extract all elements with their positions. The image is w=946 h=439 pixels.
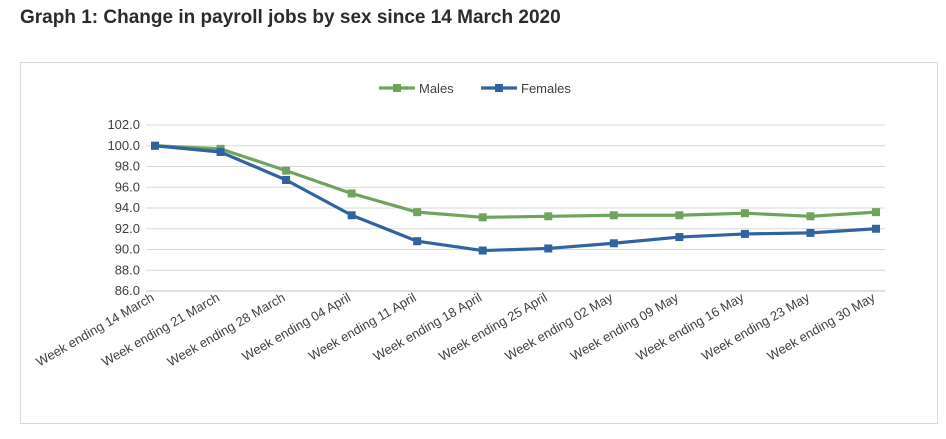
data-point-marker: [282, 175, 291, 184]
data-point-marker: [609, 239, 618, 248]
data-point-marker: [740, 229, 749, 238]
x-tick-label: Week ending 25 April: [436, 290, 550, 364]
data-point-marker: [151, 141, 159, 150]
legend-item: Females: [481, 81, 571, 96]
series-lines: [151, 141, 880, 255]
y-axis-ticks: 102.0 100.0 98.0 96.0 94.0 92.0 90.0 88.0 86.0: [107, 117, 140, 298]
data-point-marker: [413, 208, 422, 217]
y-tick-label: 94.0: [115, 200, 140, 215]
x-tick-label: Week ending 16 May: [633, 289, 746, 363]
data-point-marker: [675, 233, 684, 242]
y-tick-label: 102.0: [107, 117, 140, 132]
x-tick-label: Week ending 02 May: [502, 289, 615, 363]
data-point-marker: [806, 228, 815, 237]
data-point-marker: [872, 224, 880, 233]
data-point-marker: [347, 189, 356, 198]
line-chart: 102.0 100.0 98.0 96.0 94.0 92.0 90.0 88.0 86.0 W…: [33, 81, 885, 369]
x-tick-label: Week ending 14 March: [33, 290, 156, 370]
x-tick-label: Week ending 09 May: [568, 289, 681, 363]
legend: Males Females: [379, 81, 571, 96]
x-tick-label: Week ending 04 April: [239, 290, 353, 364]
series-line: [154, 144, 877, 253]
y-tick-label: 88.0: [115, 262, 140, 277]
data-point-marker: [544, 244, 553, 253]
data-point-marker: [675, 211, 684, 220]
series-males: [151, 141, 880, 222]
data-point-marker: [478, 213, 487, 222]
y-tick-label: 100.0: [107, 138, 140, 153]
legend-label: Males: [419, 81, 454, 96]
data-point-marker: [282, 166, 291, 175]
data-point-marker: [609, 211, 618, 220]
x-tick-label: Week ending 18 April: [371, 290, 485, 364]
x-tick-label: Week ending 30 May: [764, 289, 877, 363]
y-tick-label: 92.0: [115, 221, 140, 236]
series-line: [154, 144, 877, 219]
data-point-marker: [413, 237, 422, 246]
data-point-marker: [216, 147, 225, 156]
x-tick-label: Week ending 21 March: [99, 290, 222, 370]
data-point-marker: [872, 208, 880, 217]
page-title: Graph 1: Change in payroll jobs by sex s…: [20, 7, 561, 28]
y-tick-label: 96.0: [115, 179, 140, 194]
x-tick-label: Week ending 11 April: [306, 290, 419, 364]
chart-container: 102.0 100.0 98.0 96.0 94.0 92.0 90.0 88.0 86.0 W…: [20, 62, 938, 424]
data-point-marker: [478, 246, 487, 255]
data-point-marker: [347, 211, 356, 220]
legend-item: Males: [379, 81, 454, 96]
legend-swatch-marker: [393, 84, 401, 92]
x-tick-label: Week ending 23 May: [699, 289, 812, 363]
legend-label: Females: [521, 81, 571, 96]
legend-swatch-marker: [495, 84, 503, 92]
y-tick-label: 86.0: [115, 283, 140, 298]
data-point-marker: [544, 212, 553, 221]
x-tick-label: Week ending 28 March: [165, 290, 288, 370]
y-tick-label: 98.0: [115, 159, 140, 174]
y-tick-label: 90.0: [115, 242, 140, 257]
series-females: [151, 141, 880, 255]
data-point-marker: [740, 209, 749, 218]
gridlines: [146, 124, 885, 292]
data-point-marker: [806, 212, 815, 221]
